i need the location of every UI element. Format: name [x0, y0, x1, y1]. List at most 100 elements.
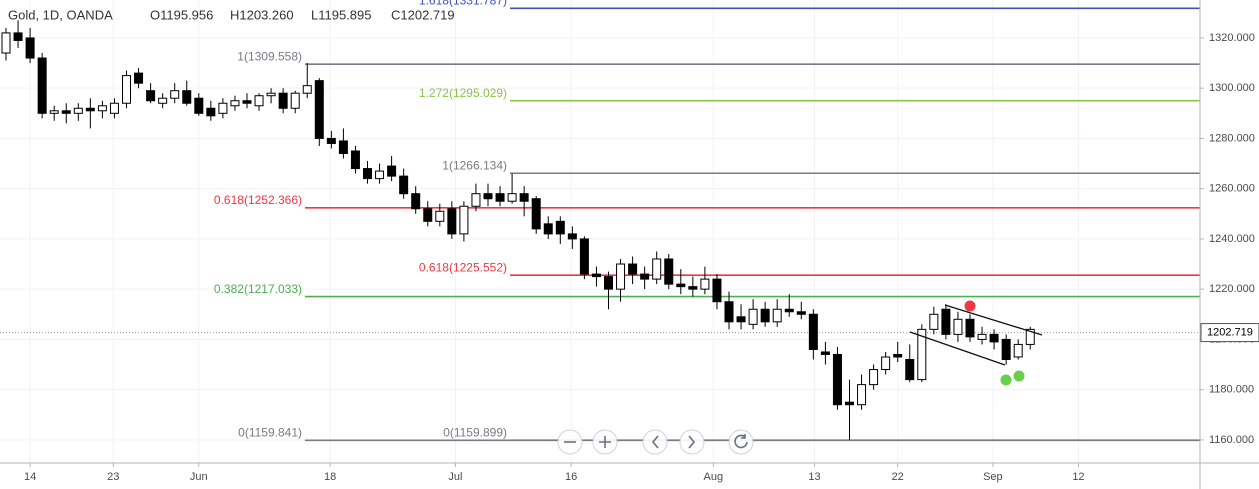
candle-body — [1001, 338, 1011, 360]
candle-body — [109, 102, 119, 114]
candle-body — [363, 168, 372, 180]
candle-body — [134, 72, 144, 84]
candle-body — [49, 110, 59, 114]
candle-body — [905, 358, 915, 381]
y-tick-label: 1160.000 — [1209, 434, 1254, 446]
zoom-in-button[interactable] — [592, 429, 618, 455]
candle-body — [748, 308, 758, 325]
flag-lower — [909, 331, 1006, 366]
fib-label: 0(1159.841) — [238, 425, 302, 439]
candle-body — [591, 273, 601, 278]
x-tick-label: Jun — [190, 471, 208, 483]
candle-body — [628, 263, 638, 275]
candle-body — [182, 90, 192, 104]
candle-body — [1, 32, 11, 54]
fib-label: 0.618(1225.552) — [419, 260, 507, 274]
y-tick-label: 1180.000 — [1209, 384, 1254, 396]
ohlc-close: C1202.719 — [391, 7, 455, 22]
candle-body — [700, 278, 710, 290]
candle-body — [435, 210, 445, 222]
y-tick-label: 1220.000 — [1209, 283, 1255, 295]
candle-body — [399, 175, 409, 195]
y-tick-label: 1260.000 — [1209, 183, 1255, 195]
candle-body — [604, 276, 613, 290]
candle-body — [411, 193, 421, 210]
candle-body — [832, 353, 842, 406]
candle-body — [459, 205, 469, 235]
candle-body — [989, 333, 999, 343]
ohlc-open: O1195.956 — [150, 7, 213, 22]
candle-body — [917, 328, 927, 381]
scroll-left-button[interactable] — [642, 429, 668, 455]
candle-body — [338, 140, 348, 154]
candle-body — [483, 193, 493, 200]
flag-pattern — [909, 300, 1043, 386]
candles — [1, 20, 1035, 440]
y-tick-label: 1320.000 — [1209, 32, 1255, 44]
candle-body — [808, 313, 818, 350]
candle-body — [206, 107, 216, 117]
candle-body — [712, 278, 722, 303]
candle-body — [387, 165, 397, 177]
candle-body — [820, 351, 830, 355]
candle-body — [784, 308, 794, 313]
candle-body — [519, 193, 529, 202]
y-tick-label: 1300.000 — [1209, 82, 1255, 94]
zoom-controls — [557, 429, 754, 455]
candle-body — [266, 92, 276, 97]
candle-body — [85, 107, 95, 112]
candle-body — [375, 170, 385, 180]
candle-body — [97, 105, 107, 112]
reset-button[interactable] — [728, 429, 754, 455]
candle-body — [881, 356, 891, 371]
candle-body — [314, 80, 324, 139]
candle-body — [941, 308, 951, 335]
candle-body — [230, 100, 240, 107]
candle-body — [579, 238, 589, 275]
fib-label: 1.618(1331.787) — [419, 0, 507, 7]
x-tick-label: 16 — [565, 471, 577, 483]
candle-body — [616, 263, 626, 290]
flag-upper — [944, 304, 1043, 336]
candle-body — [953, 318, 963, 335]
candle-body — [640, 273, 650, 280]
signal-dot — [1000, 374, 1012, 386]
candle-body — [977, 333, 987, 340]
candle-body — [242, 100, 252, 104]
header: Gold, 1D, OANDA O1195.956 H1203.260 L119… — [8, 7, 455, 22]
candle-body — [531, 198, 541, 230]
candle-body — [555, 220, 565, 235]
candle-body — [736, 316, 746, 323]
x-tick-label: 23 — [107, 471, 119, 483]
candle-body — [37, 57, 47, 114]
last-price-label: 1202.719 — [1207, 326, 1253, 338]
x-tick-label: Sep — [983, 471, 1003, 483]
candle-body — [350, 150, 360, 170]
axes: 1160.0001180.0001200.0001220.0001240.000… — [24, 32, 1259, 483]
candle-body — [302, 85, 312, 94]
candle-body — [543, 223, 553, 235]
x-tick-label: 13 — [808, 471, 820, 483]
fib-label: 0.618(1252.366) — [214, 193, 302, 207]
signal-dot — [1013, 370, 1025, 382]
x-tick-label: Jul — [448, 471, 462, 483]
x-tick-label: Aug — [704, 471, 724, 483]
candle-body — [772, 308, 782, 323]
candle-body — [929, 313, 939, 330]
signal-dot — [964, 300, 976, 312]
candle-body — [194, 97, 204, 114]
candle-body — [760, 308, 770, 323]
zoom-out-button[interactable] — [557, 429, 583, 455]
candle-body — [688, 286, 698, 290]
candle-body — [25, 37, 35, 59]
candle-body — [471, 193, 481, 207]
candle-body — [447, 208, 457, 235]
candle-body — [869, 369, 879, 386]
fib-label: 1(1309.558) — [237, 49, 302, 63]
fib-label: 0.382(1217.033) — [214, 282, 302, 296]
candle-body — [326, 137, 336, 144]
x-tick-label: 12 — [1072, 471, 1084, 483]
scroll-right-button[interactable] — [679, 429, 705, 455]
x-tick-label: 22 — [892, 471, 904, 483]
